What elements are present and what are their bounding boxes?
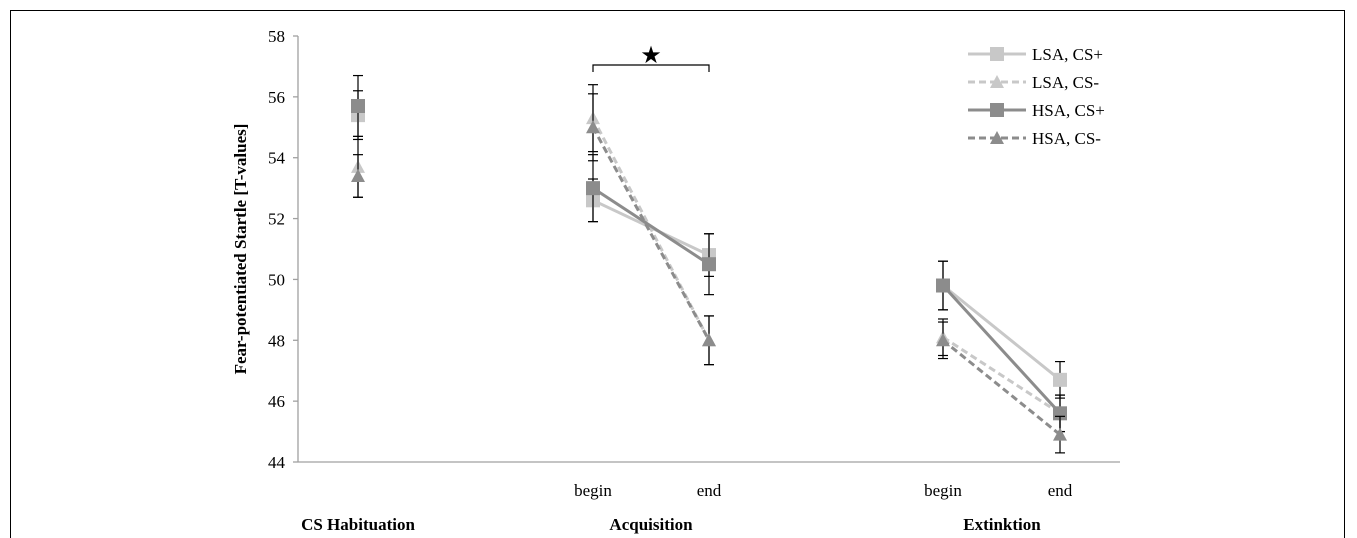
x-tick-label: end	[1048, 481, 1073, 500]
legend-entry: LSA, CS-	[968, 73, 1099, 92]
data-point	[936, 333, 950, 347]
x-tick-label: begin	[924, 481, 962, 500]
x-tick-label: end	[697, 481, 722, 500]
series-line	[942, 339, 1061, 436]
series-line	[942, 284, 1061, 382]
data-point	[1053, 427, 1067, 441]
legend-entry: HSA, CS+	[968, 101, 1105, 120]
group-label: CS Habituation	[301, 515, 415, 534]
legend-entry: HSA, CS-	[968, 129, 1101, 148]
data-point	[702, 333, 716, 347]
y-axis-title: Fear-potentiated Startle [T-values]	[231, 124, 250, 375]
y-tick-label: 58	[268, 27, 285, 46]
legend-label: HSA, CS-	[1032, 129, 1101, 148]
series-line	[592, 186, 710, 266]
data-point	[351, 168, 365, 182]
series-3	[351, 93, 1067, 454]
y-tick-label: 48	[268, 331, 285, 350]
series-line	[591, 117, 711, 341]
series-2	[351, 74, 1067, 433]
y-tick-label: 44	[268, 453, 286, 472]
significance-star: ★	[640, 41, 662, 69]
y-tick-label: 46	[268, 392, 285, 411]
data-point	[586, 181, 600, 196]
data-point	[702, 257, 716, 272]
significance-bracket	[592, 64, 710, 72]
series-layer	[351, 74, 1067, 454]
legend-label: LSA, CS-	[1032, 73, 1099, 92]
y-tick-label: 54	[268, 149, 286, 168]
series-line	[591, 126, 711, 342]
axes: 44 46 48 50 52 54 56 58 Fear-potentiated Startle…	[231, 27, 1120, 472]
legend-label: LSA, CS+	[1032, 45, 1103, 64]
y-tick-label: 52	[268, 210, 285, 229]
data-point	[1053, 372, 1067, 387]
legend-marker	[990, 75, 1004, 88]
x-tick-label: begin	[574, 481, 612, 500]
series-line	[941, 284, 1062, 415]
series-line	[942, 335, 1061, 415]
legend: LSA, CS+ LSA, CS- HSA, CS+ HSA, CS-	[968, 45, 1105, 148]
group-label: Extinktion	[963, 515, 1041, 534]
legend-label: HSA, CS+	[1032, 101, 1105, 120]
legend-marker	[990, 131, 1004, 144]
legend-marker	[990, 103, 1004, 117]
labels: begin end begin end CS Habituation Acquisitio…	[301, 41, 1073, 534]
y-tick-label: 50	[268, 270, 285, 289]
legend-entry: LSA, CS+	[968, 45, 1103, 64]
y-tick-label: 56	[268, 88, 285, 107]
legend-marker	[990, 47, 1004, 61]
figure-frame	[10, 10, 1345, 538]
data-point	[351, 98, 365, 113]
data-point	[586, 120, 600, 134]
group-label: Acquisition	[609, 515, 693, 534]
data-point	[936, 278, 950, 293]
